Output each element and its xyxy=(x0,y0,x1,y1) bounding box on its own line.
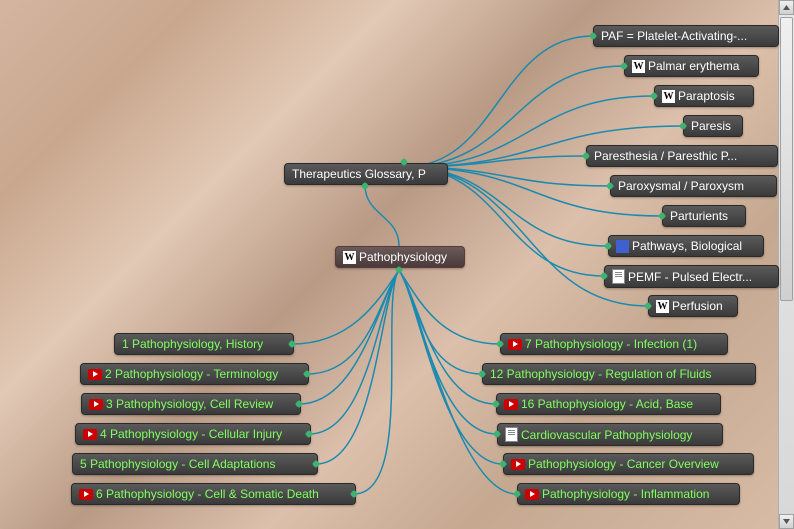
node-label: Pathophysiology - Inflammation xyxy=(542,487,732,501)
node-label: Paresis xyxy=(691,119,735,133)
node-label: PAF = Platelet-Activating-... xyxy=(601,29,771,43)
node-label: 3 Pathophysiology, Cell Review xyxy=(106,397,293,411)
w-icon: W xyxy=(632,60,645,73)
node-4-pathophysiology-cellular-inj[interactable]: 4 Pathophysiology - Cellular Injury xyxy=(75,423,311,445)
play-icon xyxy=(79,489,93,500)
node-paf-platelet-activating-[interactable]: PAF = Platelet-Activating-... xyxy=(593,25,779,47)
node-perfusion[interactable]: WPerfusion xyxy=(648,295,738,317)
node-paraptosis[interactable]: WParaptosis xyxy=(654,85,754,107)
node-label: 5 Pathophysiology - Cell Adaptations xyxy=(80,457,310,471)
node-3-pathophysiology-cell-review[interactable]: 3 Pathophysiology, Cell Review xyxy=(81,393,301,415)
node-label: Parturients xyxy=(670,209,738,223)
node-label: 6 Pathophysiology - Cell & Somatic Death xyxy=(96,487,348,501)
node-label: PEMF - Pulsed Electr... xyxy=(628,270,771,284)
play-icon xyxy=(525,489,539,500)
w-icon: W xyxy=(656,300,669,313)
play-icon xyxy=(89,399,103,410)
play-icon xyxy=(83,429,97,440)
node-paresis[interactable]: Paresis xyxy=(683,115,743,137)
play-icon xyxy=(504,399,518,410)
node-label: 12 Pathophysiology - Regulation of Fluid… xyxy=(490,367,748,381)
vertical-scrollbar[interactable] xyxy=(778,0,794,529)
node-12-pathophysiology-regulation-[interactable]: 12 Pathophysiology - Regulation of Fluid… xyxy=(482,363,756,385)
node-paresthesia-paresthic-p-[interactable]: Paresthesia / Paresthic P... xyxy=(586,145,778,167)
node-root[interactable]: Therapeutics Glossary, P xyxy=(284,163,448,185)
w-icon: W xyxy=(343,251,356,264)
node-1-pathophysiology-history[interactable]: 1 Pathophysiology, History xyxy=(114,333,294,355)
node-palmar-erythema[interactable]: WPalmar erythema xyxy=(624,55,759,77)
play-icon xyxy=(508,339,522,350)
scroll-down-arrow[interactable] xyxy=(779,514,794,529)
node-pathophysiology-cancer-overvie[interactable]: Pathophysiology - Cancer Overview xyxy=(503,453,754,475)
node-label: 16 Pathophysiology - Acid, Base xyxy=(521,397,713,411)
doc-icon xyxy=(505,427,518,442)
node-label: Pathophysiology - Cancer Overview xyxy=(528,457,746,471)
node-label: Palmar erythema xyxy=(648,59,751,73)
path-icon xyxy=(616,240,629,253)
node-label: Pathways, Biological xyxy=(632,239,756,253)
mindmap-canvas[interactable]: Therapeutics Glossary, PWPathophysiology… xyxy=(0,0,794,529)
node-label: Paraptosis xyxy=(678,89,746,103)
node-patho[interactable]: WPathophysiology xyxy=(335,246,465,268)
node-6-pathophysiology-cell-somatic[interactable]: 6 Pathophysiology - Cell & Somatic Death xyxy=(71,483,356,505)
node-label: 7 Pathophysiology - Infection (1) xyxy=(525,337,720,351)
play-icon xyxy=(88,369,102,380)
node-label: Paresthesia / Paresthic P... xyxy=(594,149,770,163)
node-2-pathophysiology-terminology[interactable]: 2 Pathophysiology - Terminology xyxy=(80,363,309,385)
node-16-pathophysiology-acid-base[interactable]: 16 Pathophysiology - Acid, Base xyxy=(496,393,721,415)
node-label: Cardiovascular Pathophysiology xyxy=(521,428,715,442)
node-pathophysiology-inflammation[interactable]: Pathophysiology - Inflammation xyxy=(517,483,740,505)
node-label: Perfusion xyxy=(672,299,730,313)
scroll-thumb[interactable] xyxy=(780,17,793,301)
node-label: 4 Pathophysiology - Cellular Injury xyxy=(100,427,303,441)
node-cardiovascular-pathophysiology[interactable]: Cardiovascular Pathophysiology xyxy=(497,423,723,446)
node-label: Pathophysiology xyxy=(359,250,457,264)
play-icon xyxy=(511,459,525,470)
node-pathways-biological[interactable]: Pathways, Biological xyxy=(608,235,764,257)
node-label: Therapeutics Glossary, P xyxy=(292,167,440,181)
node-paroxysmal-paroxysm[interactable]: Paroxysmal / Paroxysm xyxy=(610,175,777,197)
node-label: 2 Pathophysiology - Terminology xyxy=(105,367,301,381)
w-icon: W xyxy=(662,90,675,103)
node-label: 1 Pathophysiology, History xyxy=(122,337,286,351)
node-7-pathophysiology-infection-1-[interactable]: 7 Pathophysiology - Infection (1) xyxy=(500,333,728,355)
node-parturients[interactable]: Parturients xyxy=(662,205,746,227)
doc-icon xyxy=(612,269,625,284)
node-label: Paroxysmal / Paroxysm xyxy=(618,179,769,193)
node-pemf-pulsed-electr-[interactable]: PEMF - Pulsed Electr... xyxy=(604,265,779,288)
node-5-pathophysiology-cell-adaptat[interactable]: 5 Pathophysiology - Cell Adaptations xyxy=(72,453,318,475)
scroll-up-arrow[interactable] xyxy=(779,0,794,15)
